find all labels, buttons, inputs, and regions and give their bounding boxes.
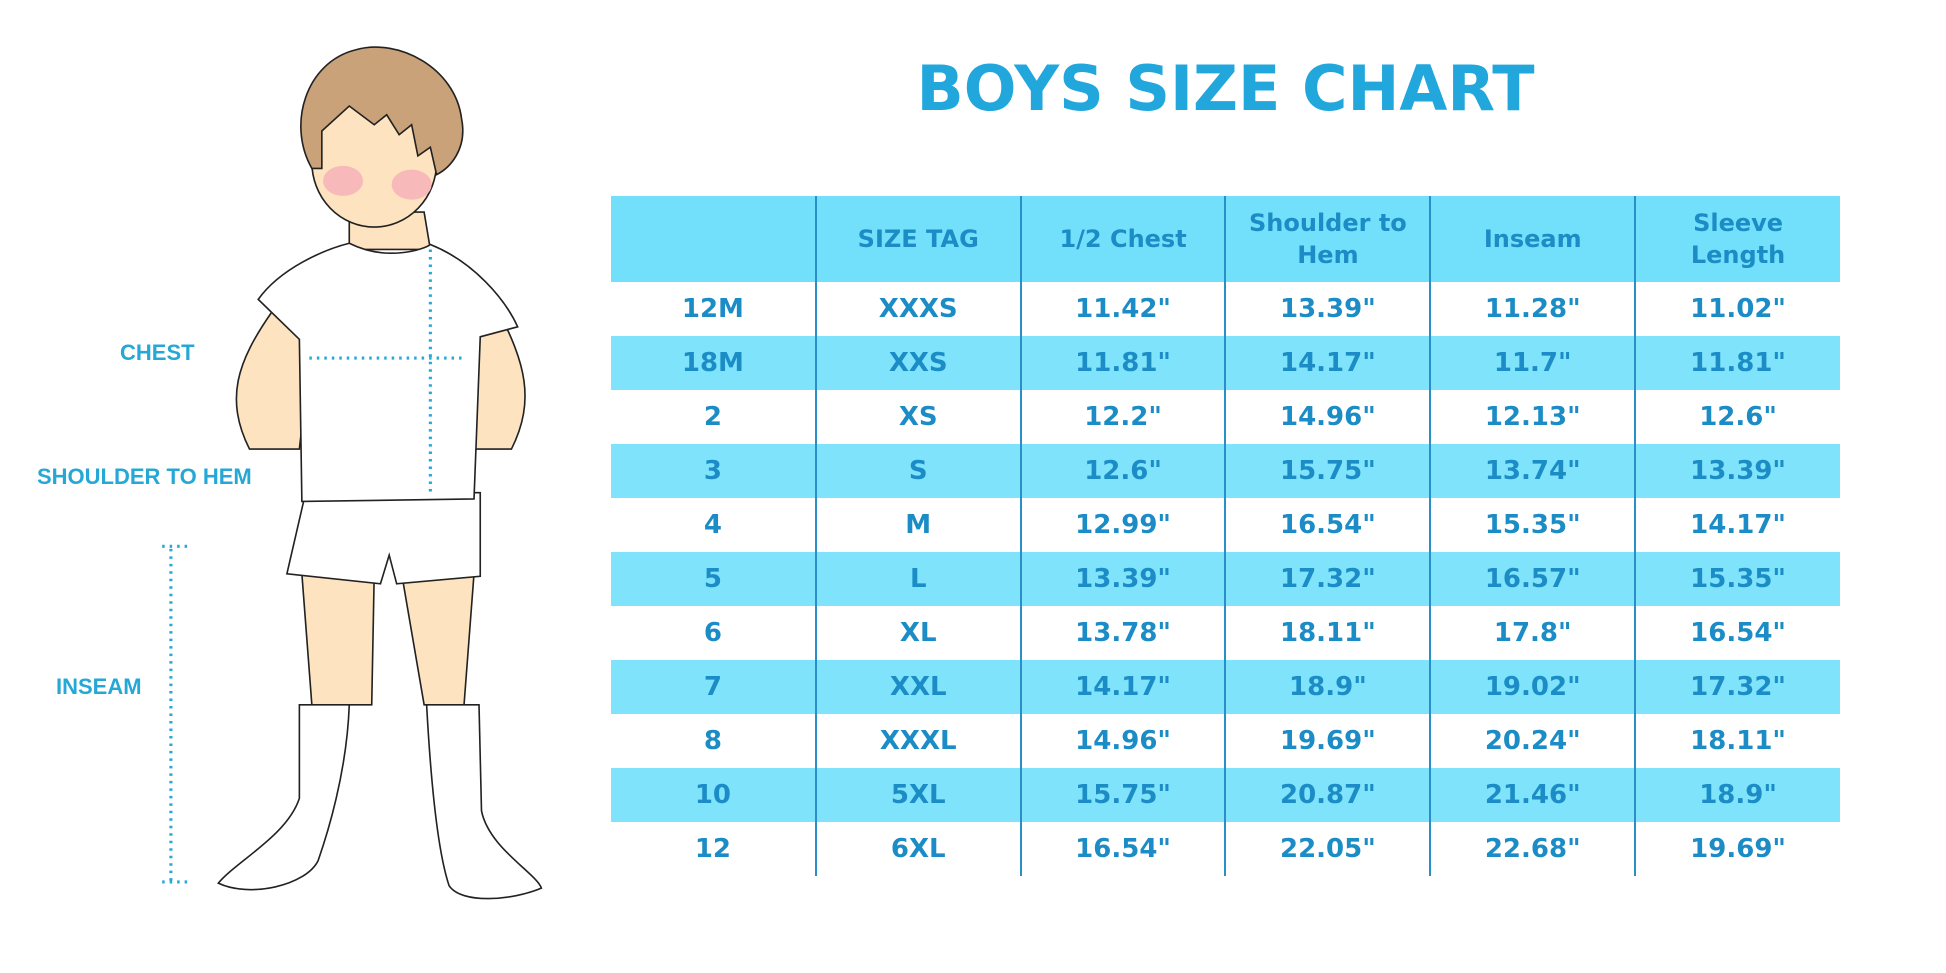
header-cell: Inseam: [1429, 196, 1636, 282]
table-cell: S: [814, 444, 1021, 498]
table-cell: 15.75": [1224, 444, 1431, 498]
table-cell: 19.69": [1634, 822, 1840, 876]
table-cell: 12: [694, 834, 731, 864]
table-cell: 14.17": [1224, 336, 1431, 390]
table-cell: 22.68": [1429, 822, 1636, 876]
table-cell: 12.6": [1019, 444, 1226, 498]
table-cell: 15.35": [1429, 498, 1636, 552]
table-cell: 2: [703, 402, 722, 432]
table-cell: 19.02": [1429, 660, 1636, 714]
table-row: 12M XXXS 11.42" 13.39" 11.28" 11.02": [611, 282, 1840, 336]
table-cell: 13.39": [1224, 282, 1431, 336]
table-cell: 11.81": [1634, 336, 1840, 390]
table-cell: 13.39": [1019, 552, 1226, 606]
title: BOYS SIZE CHART: [916, 52, 1535, 125]
table-cell: 12M: [681, 294, 744, 324]
table-cell: 14.17": [1019, 660, 1226, 714]
table-cell: 14.17": [1634, 498, 1840, 552]
table-row: 2 XS 12.2" 14.96" 12.13" 12.6": [611, 390, 1840, 444]
chest-label: CHEST: [120, 340, 195, 365]
table-cell: 5XL: [814, 768, 1021, 822]
table-cell: 8: [703, 726, 722, 756]
table-cell: 18.11": [1634, 714, 1840, 768]
table-cell: 17.8": [1429, 606, 1636, 660]
table-cell: 14.96": [1224, 390, 1431, 444]
table-row: 8 XXXL 14.96" 19.69" 20.24" 18.11": [611, 714, 1840, 768]
table-cell: XS: [814, 390, 1021, 444]
table-cell: L: [814, 552, 1021, 606]
table-row: 12 6XL 16.54" 22.05" 22.68" 19.69": [611, 822, 1840, 876]
table-cell: XXL: [814, 660, 1021, 714]
table-cell: 13.39": [1634, 444, 1840, 498]
table-cell: 7: [611, 660, 816, 714]
table-cell: 20.87": [1224, 768, 1431, 822]
table-cell: 11.02": [1634, 282, 1840, 336]
table-cell: 18.9": [1224, 660, 1431, 714]
table-cell: XXS: [814, 336, 1021, 390]
table-cell: 17.32": [1634, 660, 1840, 714]
table-cell: 5: [611, 552, 816, 606]
table-cell: 11.28": [1429, 282, 1636, 336]
table-cell: 16.54": [1019, 822, 1226, 876]
header-cell: Shoulder to Hem: [1224, 196, 1431, 282]
table-cell: 4: [703, 510, 722, 540]
table-row: 6 XL 13.78" 18.11" 17.8" 16.54": [611, 606, 1840, 660]
table-cell: 15.75": [1019, 768, 1226, 822]
boy-figure: [162, 46, 543, 900]
table-cell: 12.13": [1429, 390, 1636, 444]
table-row: 3 S 12.6" 15.75" 13.74" 13.39": [611, 444, 1840, 498]
header-row: SIZE TAG 1/2 Chest Shoulder to Hem Inseam Sl…: [611, 196, 1840, 282]
table-cell: 14.96": [1019, 714, 1226, 768]
table-cell: XXXS: [814, 282, 1021, 336]
inseam-label: INSEAM: [56, 674, 142, 699]
table-cell: 6XL: [814, 822, 1021, 876]
table-cell: XL: [814, 606, 1021, 660]
table-row: 4 M 12.99" 16.54" 15.35" 14.17": [611, 498, 1840, 552]
table-cell: 22.05": [1224, 822, 1431, 876]
table-row: 10 5XL 15.75" 20.87" 21.46" 18.9": [611, 768, 1840, 822]
table-cell: 18.9": [1634, 768, 1840, 822]
table-cell: 12.6": [1634, 390, 1840, 444]
shoulder-label: SHOULDER TO HEM: [37, 464, 252, 489]
table-cell: 16.54": [1634, 606, 1840, 660]
header-cell: SIZE TAG: [814, 196, 1021, 282]
table-cell: 21.46": [1429, 768, 1636, 822]
table-cell: 10: [611, 768, 816, 822]
table-cell: 11.81": [1019, 336, 1226, 390]
table-cell: 11.42": [1019, 282, 1226, 336]
table-cell: 16.54": [1224, 498, 1431, 552]
header-cell: [611, 196, 816, 282]
table-cell: XXXL: [814, 714, 1021, 768]
table-cell: 6: [703, 618, 722, 648]
table-row: 7 XXL 14.17" 18.9" 19.02" 17.32": [611, 660, 1840, 714]
table-cell: 11.7": [1429, 336, 1636, 390]
table-cell: 18.11": [1224, 606, 1431, 660]
table-cell: 12.2": [1019, 390, 1226, 444]
table-cell: 16.57": [1429, 552, 1636, 606]
table-cell: 19.69": [1224, 714, 1431, 768]
header-cell: 1/2 Chest: [1019, 196, 1226, 282]
table-cell: 13.74": [1429, 444, 1636, 498]
table-row: 5 L 13.39" 17.32" 16.57" 15.35": [611, 552, 1840, 606]
table-cell: 18M: [611, 336, 816, 390]
size-table: SIZE TAG 1/2 Chest Shoulder to Hem Inseam Sl…: [611, 196, 1840, 876]
table-cell: 17.32": [1224, 552, 1431, 606]
table-cell: 20.24": [1429, 714, 1636, 768]
header-cell: Sleeve Length: [1634, 196, 1840, 282]
table-cell: 12.99": [1019, 498, 1226, 552]
table-cell: 13.78": [1019, 606, 1226, 660]
table-cell: 3: [611, 444, 816, 498]
table-cell: 15.35": [1634, 552, 1840, 606]
table-cell: M: [814, 498, 1021, 552]
table-row: 18M XXS 11.81" 14.17" 11.7" 11.81": [611, 336, 1840, 390]
